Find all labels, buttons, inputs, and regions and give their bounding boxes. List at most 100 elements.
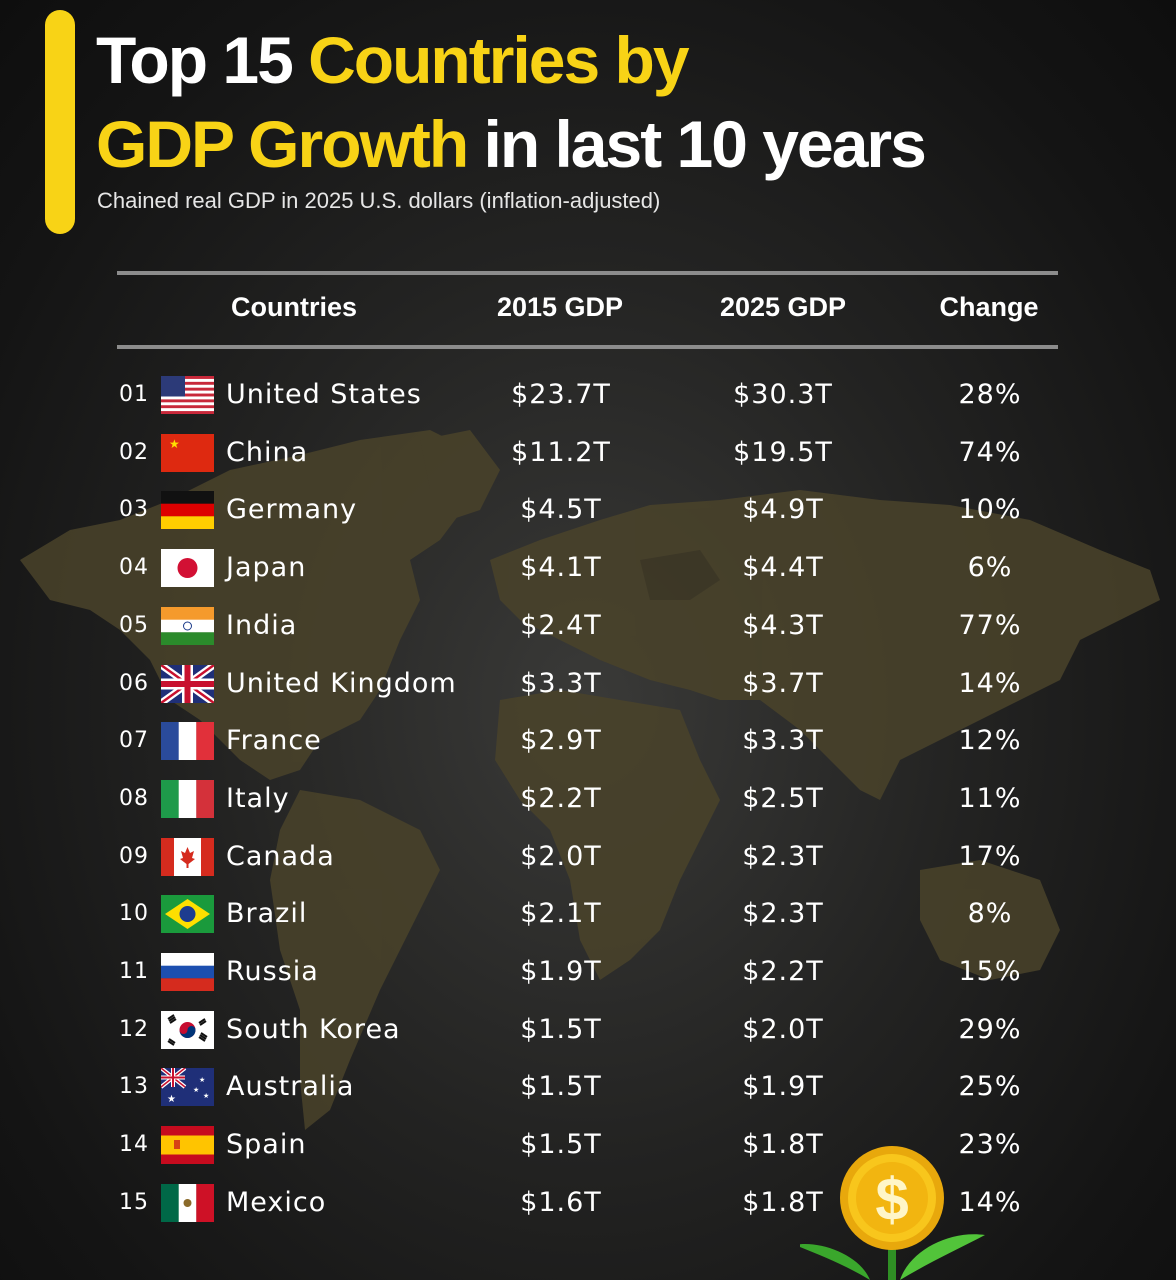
subtitle: Chained real GDP in 2025 U.S. dollars (i… — [97, 188, 661, 213]
rank-label: 11 — [119, 959, 149, 984]
page-title: Top 15 Countries by GDP Growth in last 1… — [96, 18, 927, 186]
column-header-change: Change — [939, 292, 1039, 322]
country-name: India — [226, 609, 298, 641]
japan-flag-icon — [161, 549, 214, 588]
table-row: 12 South Korea $1.5T $2.0T 29% — [0, 1001, 1176, 1059]
rank-label: 08 — [119, 785, 149, 811]
change-value: 23% — [958, 1129, 1022, 1161]
gdp-2015-value: $4.5T — [520, 494, 602, 526]
table-row: 08 Italy $2.2T $2.5T 11% — [0, 770, 1176, 828]
gdp-2015-value: $1.5T — [520, 1129, 602, 1161]
gdp-2025-value: $2.0T — [742, 1013, 824, 1045]
svg-text:★: ★ — [199, 1076, 205, 1084]
change-value: 15% — [958, 956, 1022, 987]
rank-label: 07 — [119, 728, 149, 754]
gdp-2015-value: $2.1T — [520, 898, 602, 930]
gdp-2025-value: $2.3T — [742, 840, 824, 872]
rank-label: 14 — [119, 1132, 149, 1158]
gdp-2015-value: $4.1T — [520, 552, 602, 584]
gdp-2025-value: $4.9T — [742, 494, 824, 526]
table-row: 04 Japan $4.1T $4.4T 6% — [0, 539, 1176, 597]
change-value: 74% — [958, 436, 1022, 468]
country-name: Japan — [226, 552, 307, 584]
gdp-2015-value: $1.6T — [520, 1186, 602, 1218]
china-flag-icon: ★ — [161, 433, 214, 472]
gdp-2015-value: $11.2T — [511, 436, 611, 468]
france-flag-icon — [161, 722, 214, 761]
change-value: 14% — [958, 1186, 1022, 1218]
column-header-2025-gdp: 2025 GDP — [719, 292, 847, 322]
rank-label: 03 — [119, 497, 149, 523]
change-value: 77% — [958, 609, 1022, 641]
uk-flag-icon — [161, 664, 214, 703]
gdp-2025-value: $1.8T — [742, 1186, 824, 1218]
country-name: Spain — [226, 1129, 307, 1161]
gdp-2015-value: $2.2T — [520, 782, 602, 814]
gdp-2015-value: $1.9T — [520, 956, 602, 987]
country-name: Italy — [226, 782, 290, 814]
us-flag-icon — [161, 376, 214, 414]
change-value: 10% — [958, 494, 1022, 526]
rank-label: 04 — [119, 555, 149, 581]
russia-flag-icon — [161, 953, 214, 991]
australia-flag-icon: ★ ★ ★ ★ — [161, 1068, 214, 1107]
title-line-2: GDP Growth in last 10 years — [96, 102, 927, 186]
spain-flag-icon — [161, 1126, 214, 1165]
gdp-2025-value: $2.3T — [742, 898, 824, 930]
mexico-flag-icon — [161, 1183, 214, 1222]
gdp-2025-value: $2.2T — [742, 956, 824, 987]
change-value: 28% — [958, 379, 1022, 410]
south-korea-flag-icon — [161, 1010, 214, 1049]
gdp-2015-value: $2.0T — [520, 840, 602, 872]
svg-text:★: ★ — [203, 1092, 209, 1100]
table-row: 02 ★ China $11.2T $19.5T 74% — [0, 424, 1176, 482]
country-name: China — [226, 436, 309, 468]
column-header-countries: Countries — [230, 292, 358, 322]
svg-text:★: ★ — [169, 437, 180, 451]
country-name: Brazil — [226, 898, 308, 930]
rank-label: 15 — [119, 1189, 149, 1215]
svg-text:★: ★ — [167, 1094, 176, 1105]
change-value: 29% — [958, 1013, 1022, 1045]
table-row: 01 United States $23.7T $30.3T 28% — [0, 366, 1176, 424]
gdp-2015-value: $2.9T — [520, 725, 602, 757]
gdp-2025-value: $3.7T — [742, 667, 824, 699]
country-name: South Korea — [226, 1013, 401, 1045]
change-value: 14% — [958, 667, 1022, 699]
gdp-2025-value: $4.3T — [742, 609, 824, 641]
rank-label: 09 — [119, 843, 149, 869]
change-value: 12% — [958, 725, 1022, 757]
table-row: 11 Russia $1.9T $2.2T 15% — [0, 943, 1176, 1001]
brazil-flag-icon — [161, 895, 214, 934]
table-row: 07 France $2.9T $3.3T 12% — [0, 712, 1176, 770]
change-value: 6% — [967, 552, 1013, 584]
gdp-2025-value: $4.4T — [742, 552, 824, 584]
country-name: Canada — [226, 840, 335, 872]
rank-label: 02 — [119, 439, 149, 465]
gdp-2025-value: $3.3T — [742, 725, 824, 757]
country-name: Australia — [226, 1071, 355, 1103]
italy-flag-icon — [161, 779, 214, 818]
gdp-2015-value: $1.5T — [520, 1013, 602, 1045]
canada-flag-icon — [161, 837, 214, 876]
title-part-4: in last 10 years — [467, 107, 926, 181]
accent-bar — [45, 10, 75, 234]
gdp-2025-value: $1.9T — [742, 1071, 824, 1103]
header-top-rule — [117, 271, 1058, 275]
column-header-2015-gdp: 2015 GDP — [496, 292, 624, 322]
gdp-2025-value: $19.5T — [733, 436, 833, 468]
rank-label: 10 — [119, 901, 149, 927]
country-name: Germany — [226, 494, 358, 526]
gdp-2015-value: $2.4T — [520, 609, 602, 641]
change-value: 25% — [958, 1071, 1022, 1103]
gdp-2025-value: $2.5T — [742, 782, 824, 814]
table-row: 14 Spain $1.5T $1.8T 23% — [0, 1116, 1176, 1174]
country-name: United Kingdom — [226, 667, 457, 699]
change-value: 11% — [958, 782, 1022, 814]
germany-flag-icon — [161, 491, 214, 530]
table-row: 05 India $2.4T $4.3T 77% — [0, 597, 1176, 655]
india-flag-icon — [161, 606, 214, 645]
gdp-2025-value: $1.8T — [742, 1129, 824, 1161]
title-part-3: GDP Growth — [96, 107, 469, 181]
